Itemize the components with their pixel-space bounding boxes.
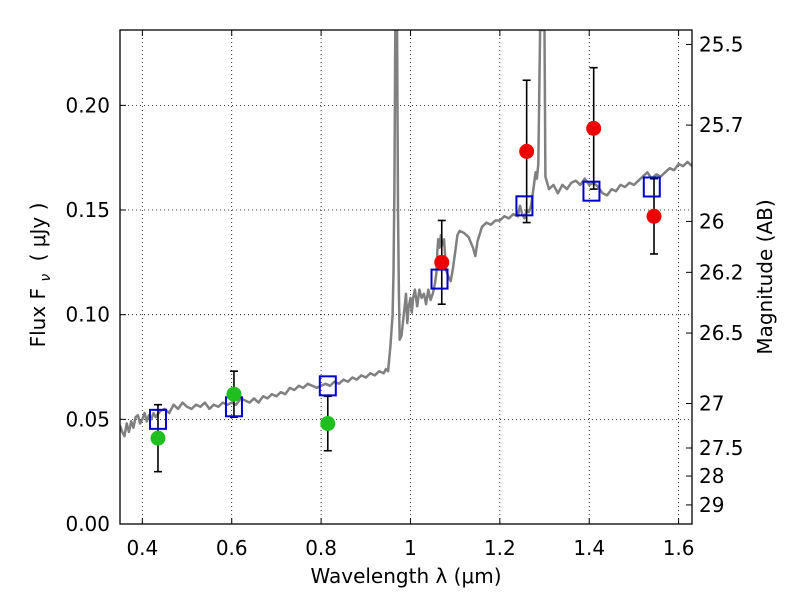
right-tick-label: 25.5 — [699, 32, 744, 56]
right-tick-label: 26.5 — [699, 321, 744, 345]
right-tick-label: 29 — [699, 493, 724, 517]
plot-frame — [119, 29, 693, 525]
observed-point — [150, 430, 166, 446]
x-tick-label: 1.6 — [663, 536, 695, 560]
observed-point — [519, 143, 535, 159]
model-photometry-square — [318, 375, 337, 397]
svg-text:Flux F ν ( μJy ): Flux F ν ( μJy ) — [26, 203, 55, 348]
x-tick-label: 0.8 — [305, 536, 337, 560]
right-tick-label: 26 — [699, 209, 724, 233]
model-photometry-square — [430, 268, 449, 290]
observed-point — [646, 208, 662, 224]
y-axis-label-main: Flux F — [26, 288, 50, 347]
model-photometry-square — [148, 408, 167, 430]
observed-point — [226, 386, 242, 402]
y-axis-label-unit: ( μJy ) — [26, 203, 50, 262]
observed-point — [320, 416, 336, 432]
right-tick-label: 27 — [699, 392, 724, 416]
model-photometry-square — [515, 195, 534, 217]
right-axis-label: Magnitude (AB) — [753, 199, 777, 354]
y-axis-label-sub: ν — [38, 274, 54, 282]
x-tick-label: 1 — [404, 536, 417, 560]
model-spectrum-line — [120, 30, 692, 438]
right-tick-label: 27.5 — [699, 436, 744, 460]
y-tick-label: 0.15 — [65, 198, 110, 222]
x-tick-label: 1.4 — [573, 536, 605, 560]
y-axis-label: Flux F ν ( μJy ) — [26, 203, 55, 348]
grid — [120, 30, 692, 525]
observed-point — [434, 254, 450, 270]
right-tick-label: 26.2 — [699, 260, 744, 284]
x-tick-label: 0.4 — [126, 536, 158, 560]
model-photometry-square — [642, 176, 661, 198]
y-tick-label: 0.00 — [65, 512, 110, 536]
x-tick-label: 1.2 — [484, 536, 516, 560]
model-photometry-square — [582, 180, 601, 202]
y-tick-label: 0.20 — [65, 93, 110, 117]
axis-ticks: 0.4 0.6 0.8 1 1.2 1.4 1.6 0.00 0.05 0.10 0.15 0.20 2… — [65, 30, 744, 560]
y-tick-label: 0.10 — [65, 303, 110, 327]
x-axis-label: Wavelength λ (μm) — [310, 564, 501, 588]
y-tick-label: 0.05 — [65, 407, 110, 431]
plot-area — [120, 30, 692, 473]
right-tick-label: 28 — [699, 464, 724, 488]
right-tick-label: 25.7 — [699, 113, 744, 137]
observed-point — [586, 120, 602, 136]
x-tick-label: 0.6 — [216, 536, 248, 560]
